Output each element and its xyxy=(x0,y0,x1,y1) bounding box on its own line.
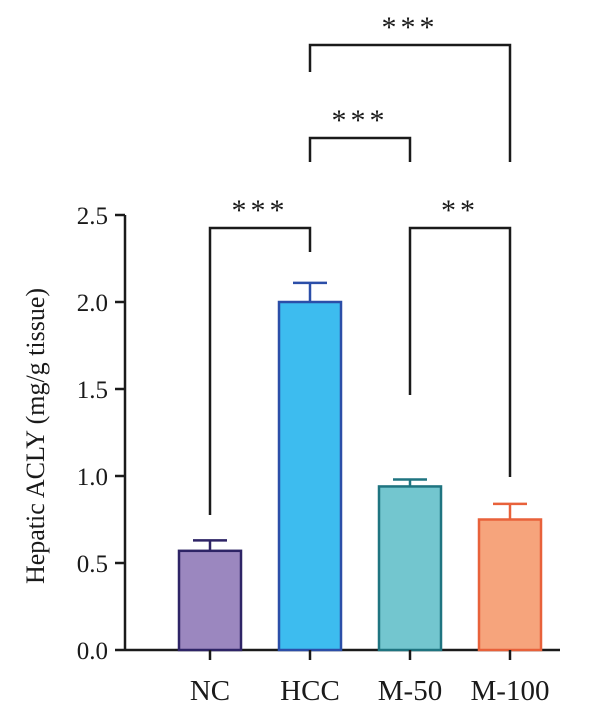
x-tick-label: NC xyxy=(190,675,230,707)
y-tick-label: 2.5 xyxy=(77,203,108,230)
y-tick-label: 0.0 xyxy=(77,638,108,665)
bar-nc xyxy=(177,549,243,652)
significance-label: ** xyxy=(441,194,479,227)
y-tick-label: 1.0 xyxy=(77,464,108,491)
plot-area: 0.00.51.01.52.02.5NC HCC M-50 M-100*** *****… xyxy=(77,11,560,707)
significance-bracket xyxy=(308,136,412,162)
significance-label: *** xyxy=(232,194,289,227)
y-tick-label: 2.0 xyxy=(77,290,108,317)
significance-bracket xyxy=(408,226,512,477)
significance-bracket xyxy=(208,226,312,515)
bar-m-50 xyxy=(377,485,443,652)
significance-bracket xyxy=(308,43,512,162)
bar-hcc xyxy=(277,300,343,652)
x-tick-label: M-100 xyxy=(471,675,550,707)
significance-label: *** xyxy=(332,104,389,137)
y-tick-label: 0.5 xyxy=(77,551,108,578)
significance-label: *** xyxy=(382,11,439,44)
y-axis-label: Hepatic ACLY (mg/g tissue) xyxy=(21,288,50,584)
y-tick-label: 1.5 xyxy=(77,377,108,404)
bar-m-100 xyxy=(477,518,543,652)
x-tick-label: HCC xyxy=(280,675,340,707)
x-tick-label: M-50 xyxy=(378,675,442,707)
